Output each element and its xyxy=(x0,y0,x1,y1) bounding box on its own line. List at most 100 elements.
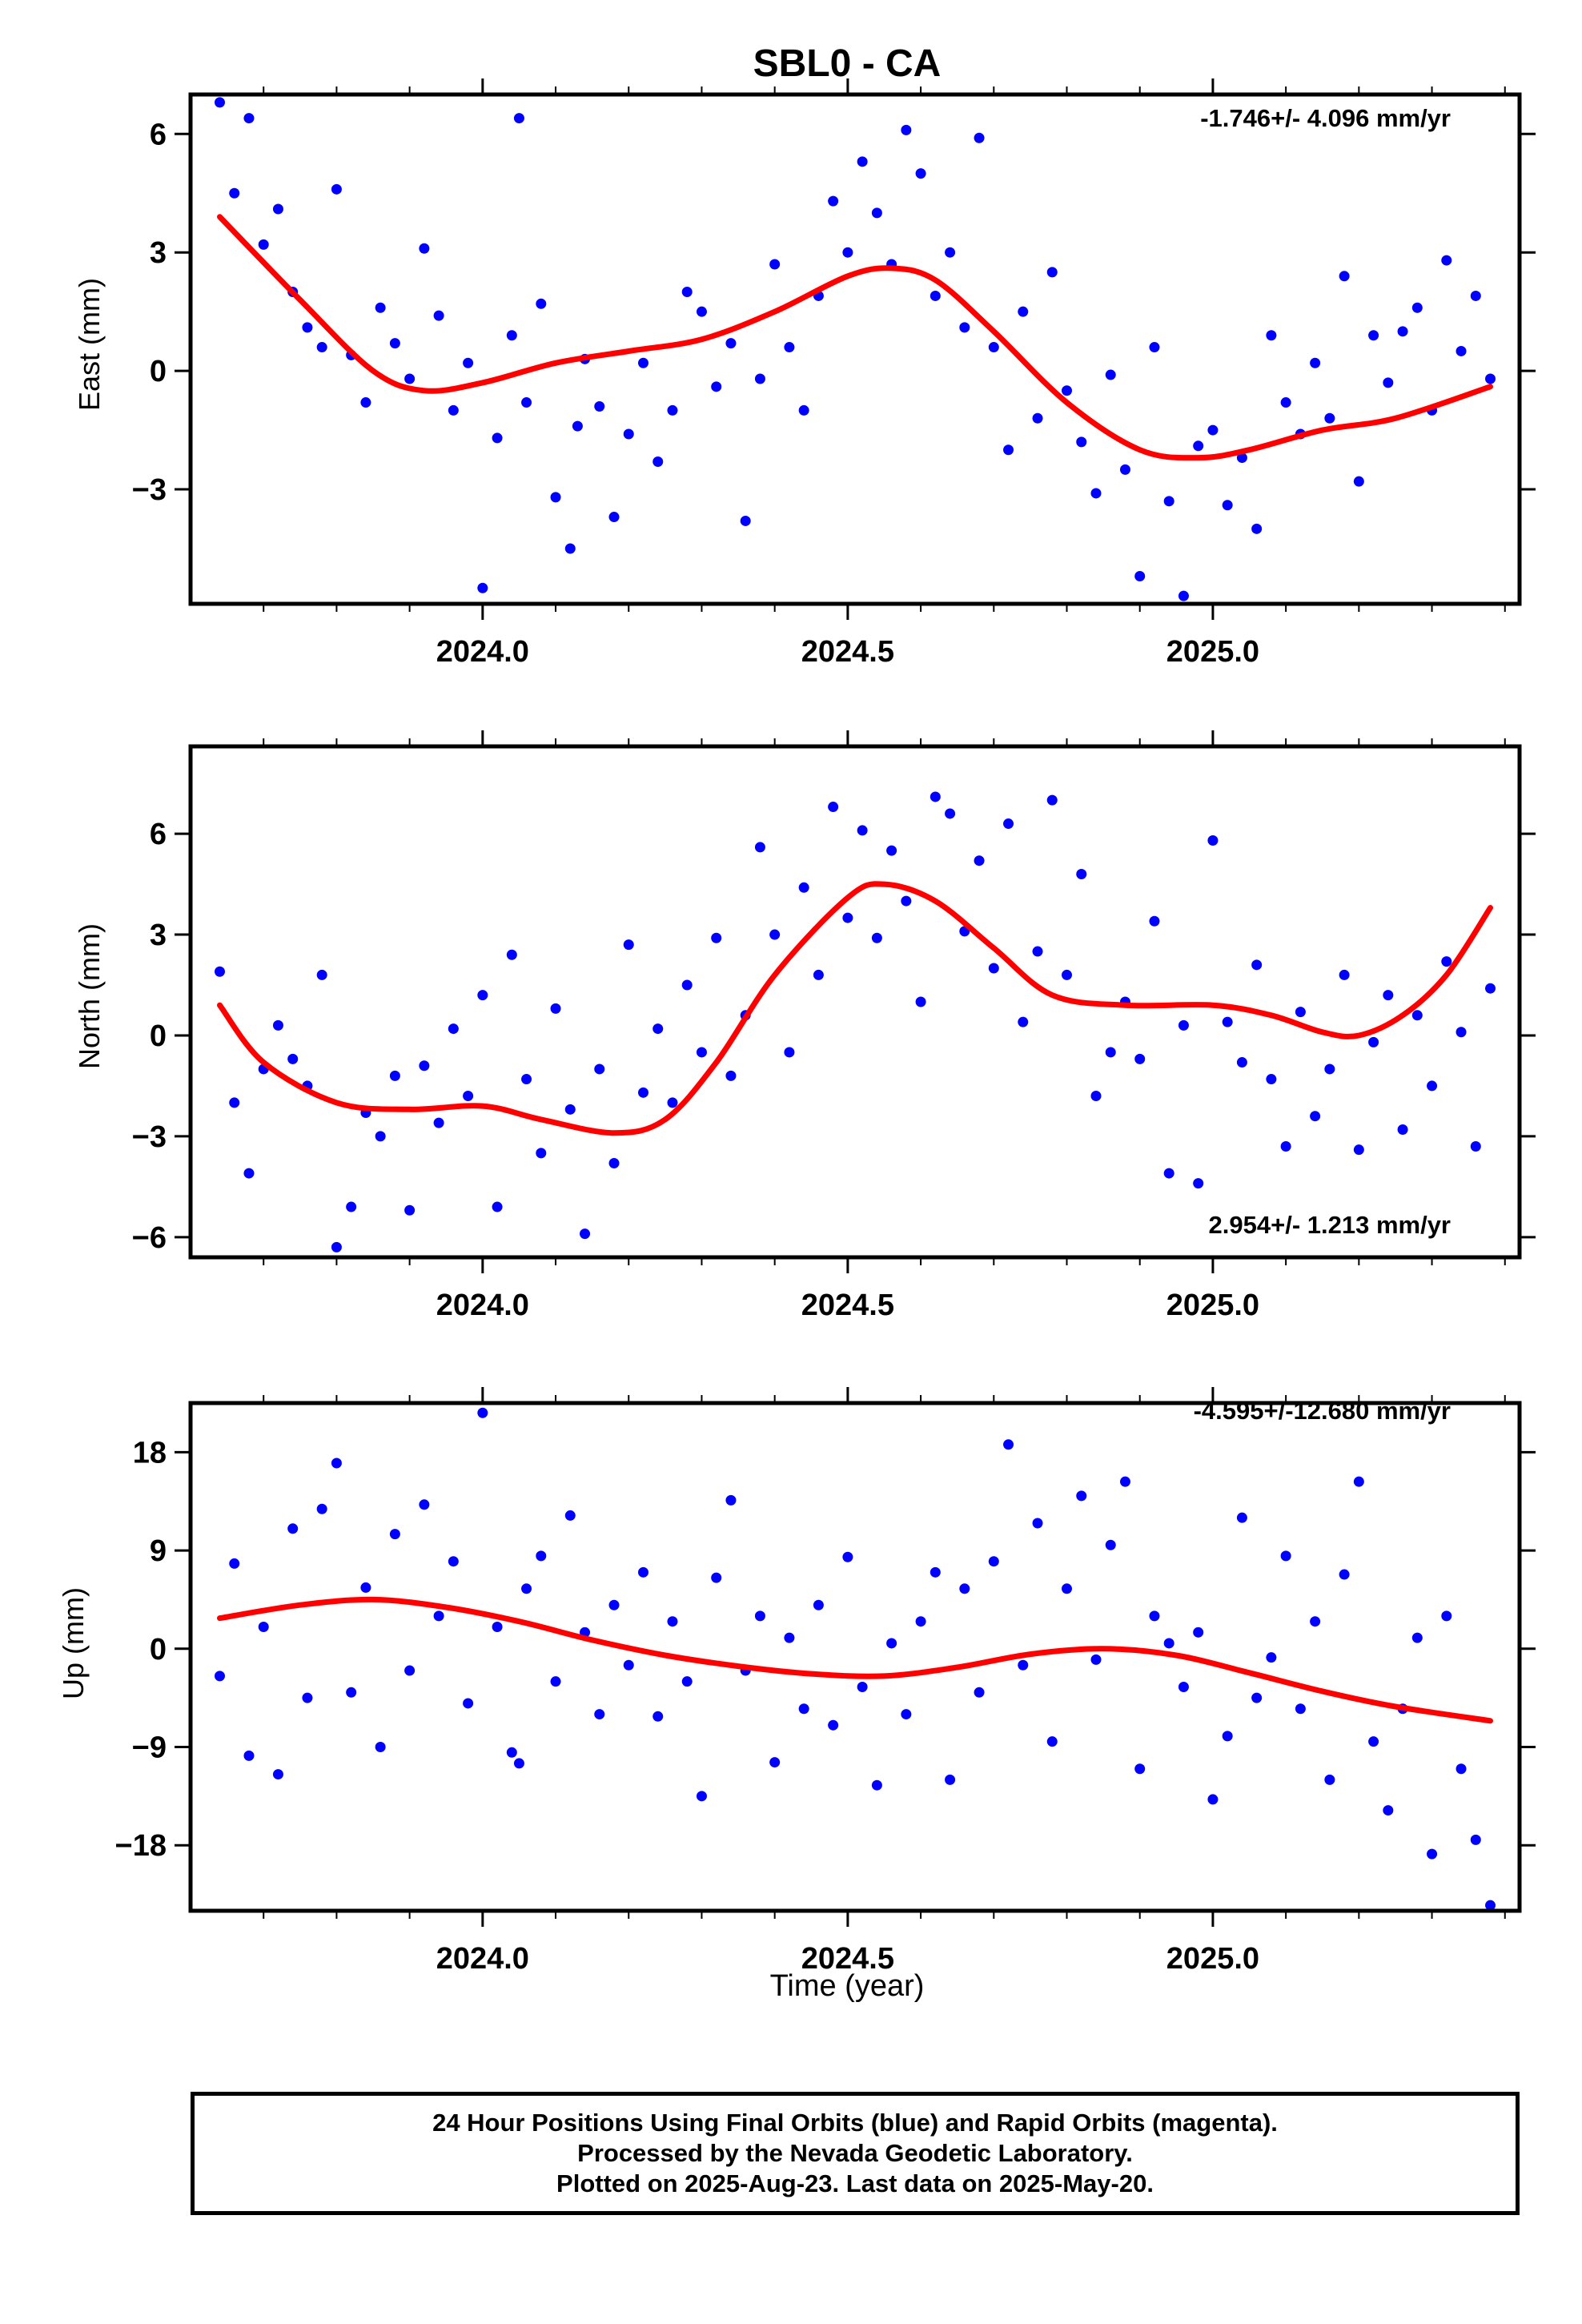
up-data-point xyxy=(243,1750,255,1761)
east-data-point xyxy=(959,322,970,333)
north-rate-label: 2.954+/- 1.213 mm/yr xyxy=(1209,1211,1451,1239)
north-data-point xyxy=(1046,794,1058,806)
north-data-point xyxy=(492,1201,503,1212)
east-data-point xyxy=(1441,255,1452,266)
north-data-point xyxy=(1032,946,1043,957)
up-data-point xyxy=(681,1676,693,1687)
north-x-tick-label: 2024.0 xyxy=(436,1289,529,1322)
up-data-point xyxy=(1470,1834,1481,1845)
north-data-point xyxy=(214,966,225,977)
up-data-point xyxy=(492,1622,503,1633)
north-data-point xyxy=(521,1074,532,1085)
east-data-point xyxy=(1310,357,1321,368)
up-y-tick-label: −18 xyxy=(115,1829,167,1863)
up-panel: Up (mm) -4.595+/-12.680 mm/yr 2024.0 2024… xyxy=(57,1387,1536,1976)
north-data-point xyxy=(1062,969,1073,980)
east-data-point xyxy=(1090,488,1102,499)
up-data-point xyxy=(229,1558,240,1569)
north-data-point xyxy=(564,1104,576,1115)
up-y-tick-label: 18 xyxy=(133,1436,167,1470)
east-axis-label: East (mm) xyxy=(73,278,106,411)
east-data-point xyxy=(1353,476,1364,487)
north-data-point xyxy=(1193,1178,1204,1189)
east-data-point xyxy=(623,428,634,440)
up-trend-line xyxy=(217,1596,1493,1724)
up-data-point xyxy=(1018,1659,1029,1671)
east-panel: East (mm) -1.746+/- 4.096 mm/yr 2024.0 20… xyxy=(73,78,1536,669)
east-data-point xyxy=(1280,397,1291,408)
east-data-point xyxy=(725,338,737,349)
up-data-point xyxy=(842,1551,853,1562)
up-data-point xyxy=(915,1616,926,1627)
up-data-point xyxy=(433,1610,444,1622)
up-data-point xyxy=(1119,1476,1130,1487)
up-data-point xyxy=(959,1583,970,1594)
up-data-point xyxy=(1149,1610,1160,1622)
north-data-point xyxy=(1251,959,1263,971)
north-data-point xyxy=(1149,915,1160,927)
caption-line-1: 24 Hour Positions Using Final Orbits (bl… xyxy=(432,2109,1278,2137)
up-data-point xyxy=(1062,1583,1073,1594)
east-data-point xyxy=(448,404,459,416)
up-data-point xyxy=(1178,1681,1189,1692)
east-data-point xyxy=(637,357,648,368)
north-data-point xyxy=(1018,1016,1029,1027)
east-x-tick-label: 2024.5 xyxy=(801,635,894,669)
east-data-point xyxy=(1105,369,1116,380)
east-y-tick-label: −3 xyxy=(132,473,167,507)
north-data-point xyxy=(901,895,912,907)
north-data-point xyxy=(1222,1016,1233,1027)
up-y-tick-label: 0 xyxy=(150,1633,167,1667)
north-data-point xyxy=(769,929,781,940)
north-panel: North (mm) 2.954+/- 1.213 mm/yr 2024.0 20… xyxy=(73,730,1536,1322)
east-trend-line xyxy=(217,214,1493,461)
north-y-tick-label: 3 xyxy=(150,919,167,952)
east-data-point xyxy=(1207,424,1219,436)
east-data-point xyxy=(930,290,941,301)
north-data-point xyxy=(346,1201,357,1212)
east-data-point xyxy=(1018,306,1029,317)
north-data-point xyxy=(1353,1144,1364,1156)
north-data-point xyxy=(857,825,868,836)
up-data-point xyxy=(798,1703,809,1715)
north-y-tick-label: 6 xyxy=(150,818,167,851)
north-data-point xyxy=(404,1204,416,1216)
up-data-point xyxy=(360,1582,371,1593)
north-data-point xyxy=(667,1097,678,1108)
up-data-point xyxy=(828,1719,839,1731)
east-data-point xyxy=(243,113,255,124)
up-data-point xyxy=(1222,1731,1233,1742)
east-rate-label: -1.746+/- 4.096 mm/yr xyxy=(1200,104,1451,132)
east-data-point xyxy=(871,207,882,219)
north-data-point xyxy=(945,808,956,819)
east-data-point xyxy=(696,306,707,317)
up-data-point xyxy=(564,1510,576,1521)
chart-title: SBL0 - CA xyxy=(753,42,942,85)
up-data-point xyxy=(1193,1626,1204,1638)
caption-line-2: Processed by the Nevada Geodetic Laborat… xyxy=(577,2139,1133,2167)
east-data-point xyxy=(375,302,386,313)
east-data-point xyxy=(1119,464,1130,475)
up-data-point xyxy=(1353,1476,1364,1487)
east-data-point xyxy=(1062,385,1073,396)
up-data-point xyxy=(1207,1794,1219,1805)
east-data-point xyxy=(1149,342,1160,353)
up-data-point xyxy=(1456,1763,1467,1775)
north-data-point xyxy=(652,1023,664,1035)
east-data-point xyxy=(331,183,342,195)
east-y-tick-label: 6 xyxy=(150,118,167,151)
north-data-point xyxy=(536,1148,547,1159)
up-data-point xyxy=(1485,1900,1496,1911)
up-data-point xyxy=(623,1659,634,1671)
north-data-point xyxy=(1207,835,1219,846)
east-data-point xyxy=(477,582,488,593)
north-data-point xyxy=(798,882,809,893)
north-data-point xyxy=(1105,1047,1116,1058)
east-data-point xyxy=(594,400,605,412)
up-data-point xyxy=(652,1711,664,1722)
east-data-point xyxy=(828,195,839,207)
up-y-tick-label: 9 xyxy=(150,1534,167,1568)
up-data-point xyxy=(930,1566,941,1578)
up-data-point xyxy=(346,1687,357,1698)
east-y-tick-label: 0 xyxy=(150,355,167,388)
